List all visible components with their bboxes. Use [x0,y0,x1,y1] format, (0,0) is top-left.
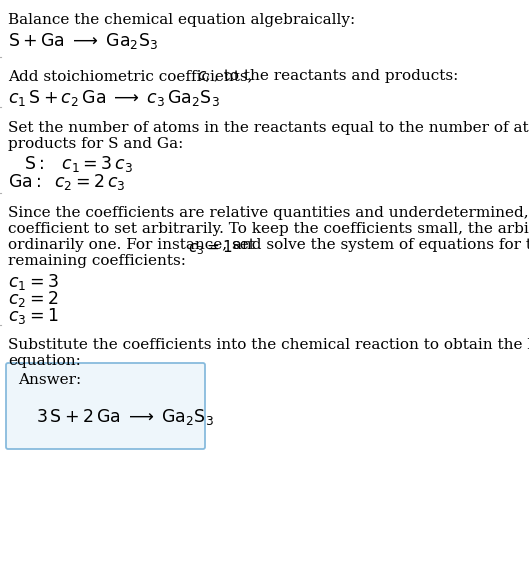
Text: $c_3 = 1$: $c_3 = 1$ [188,238,233,257]
Text: $c_3 = 1$: $c_3 = 1$ [8,306,59,326]
Text: Substitute the coefficients into the chemical reaction to obtain the balanced: Substitute the coefficients into the che… [8,338,529,352]
Text: equation:: equation: [8,354,81,368]
Text: Answer:: Answer: [18,373,81,387]
Text: $\mathrm{S:}\;\;\; c_1 = 3\,c_3$: $\mathrm{S:}\;\;\; c_1 = 3\,c_3$ [24,154,133,174]
Text: $\mathrm{S + Ga} \;\longrightarrow\; \mathrm{Ga_2S_3}$: $\mathrm{S + Ga} \;\longrightarrow\; \ma… [8,31,158,51]
FancyBboxPatch shape [6,363,205,449]
Text: ordinarily one. For instance, set: ordinarily one. For instance, set [8,238,260,252]
Text: products for S and Ga:: products for S and Ga: [8,137,184,151]
Text: and solve the system of equations for the: and solve the system of equations for th… [228,238,529,252]
Text: remaining coefficients:: remaining coefficients: [8,254,186,268]
Text: $c_1\,\mathrm{S} + c_2\,\mathrm{Ga} \;\longrightarrow\; c_3\,\mathrm{Ga_2S_3}$: $c_1\,\mathrm{S} + c_2\,\mathrm{Ga} \;\l… [8,88,220,108]
Text: $c_1 = 3$: $c_1 = 3$ [8,272,59,292]
Text: $c_2 = 2$: $c_2 = 2$ [8,289,58,309]
Text: coefficient to set arbitrarily. To keep the coefficients small, the arbitrary va: coefficient to set arbitrarily. To keep … [8,222,529,236]
Text: Add stoichiometric coefficients,: Add stoichiometric coefficients, [8,69,258,83]
Text: $\mathrm{Ga:}\;\; c_2 = 2\,c_3$: $\mathrm{Ga:}\;\; c_2 = 2\,c_3$ [8,172,125,192]
Text: $c_i$: $c_i$ [197,69,211,84]
Text: , to the reactants and products:: , to the reactants and products: [214,69,458,83]
Text: Balance the chemical equation algebraically:: Balance the chemical equation algebraica… [8,13,355,27]
Text: $3\,\mathrm{S} + 2\,\mathrm{Ga} \;\longrightarrow\; \mathrm{Ga_2S_3}$: $3\,\mathrm{S} + 2\,\mathrm{Ga} \;\longr… [36,407,214,427]
Text: Since the coefficients are relative quantities and underdetermined, choose a: Since the coefficients are relative quan… [8,206,529,220]
Text: Set the number of atoms in the reactants equal to the number of atoms in the: Set the number of atoms in the reactants… [8,121,529,135]
